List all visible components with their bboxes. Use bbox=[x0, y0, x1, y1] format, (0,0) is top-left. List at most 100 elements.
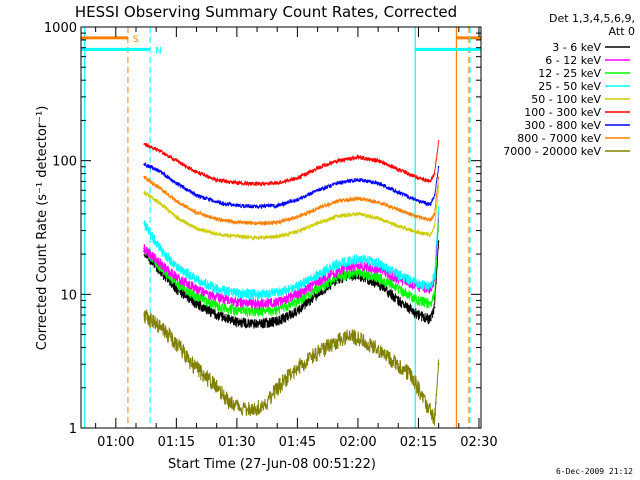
point-6-6 bbox=[256, 205, 258, 208]
point-7-5 bbox=[236, 221, 238, 224]
point-5-3 bbox=[195, 171, 198, 173]
point-3-2 bbox=[175, 266, 178, 268]
series-line-0 bbox=[143, 240, 440, 329]
point-8-23 bbox=[417, 387, 420, 389]
point-6-4 bbox=[215, 201, 218, 203]
point-6-2 bbox=[175, 182, 178, 184]
point-8-20 bbox=[385, 354, 388, 357]
point-1-4 bbox=[215, 296, 218, 299]
point-1-9 bbox=[316, 280, 319, 283]
point-1-3 bbox=[195, 288, 198, 290]
point-0-2 bbox=[175, 288, 178, 290]
point-5-12 bbox=[377, 159, 379, 162]
point-0-14 bbox=[417, 314, 420, 316]
point-1-2 bbox=[175, 276, 178, 278]
x-tick-label-5: 02:15 bbox=[400, 435, 437, 450]
x-tick-label-2: 01:30 bbox=[218, 435, 255, 450]
point-8-12 bbox=[288, 374, 291, 376]
point-3-7 bbox=[276, 291, 279, 294]
point-1-11 bbox=[357, 264, 359, 267]
point-8-25 bbox=[433, 416, 436, 419]
point-3-0 bbox=[143, 222, 145, 225]
point-8-19 bbox=[373, 346, 375, 349]
point-3-17 bbox=[437, 206, 440, 208]
point-5-13 bbox=[397, 168, 400, 171]
point-7-1 bbox=[159, 187, 161, 190]
footer-timestamp: 6-Dec-2009 21:12 bbox=[556, 467, 633, 476]
point-5-4 bbox=[215, 178, 218, 181]
series-line-6 bbox=[143, 162, 440, 210]
point-4-1 bbox=[159, 202, 161, 205]
x-tick-label-3: 01:45 bbox=[279, 435, 316, 450]
point-6-15 bbox=[429, 203, 432, 206]
point-2-12 bbox=[377, 276, 379, 278]
point-4-0 bbox=[143, 191, 145, 194]
x-axis-label: Start Time (27-Jun-08 00:51:22) bbox=[168, 457, 376, 472]
point-5-11 bbox=[357, 156, 359, 159]
point-4-15 bbox=[429, 233, 432, 236]
chart-title: HESSI Observing Summary Count Rates, Cor… bbox=[75, 3, 457, 21]
point-2-15 bbox=[429, 303, 432, 305]
point-4-9 bbox=[316, 222, 319, 225]
point-8-26 bbox=[437, 363, 440, 366]
point-4-7 bbox=[276, 235, 279, 238]
y-axis-label: Corrected Count Rate (s⁻¹ detector⁻¹) bbox=[35, 106, 50, 351]
legend-label-6: 300 - 800 keV bbox=[524, 119, 601, 132]
flag-label-1: N bbox=[155, 46, 162, 56]
point-0-5 bbox=[236, 321, 238, 323]
x-tick-label-4: 02:00 bbox=[339, 435, 376, 450]
point-2-16 bbox=[433, 293, 436, 296]
point-7-16 bbox=[433, 213, 436, 215]
point-8-17 bbox=[349, 333, 351, 336]
point-2-7 bbox=[276, 309, 279, 312]
point-7-17 bbox=[437, 176, 440, 179]
point-0-13 bbox=[397, 299, 400, 302]
x-tick-label-1: 01:15 bbox=[158, 435, 195, 450]
point-8-24 bbox=[425, 403, 428, 406]
point-7-0 bbox=[143, 175, 145, 178]
point-0-8 bbox=[296, 310, 299, 312]
point-1-12 bbox=[377, 268, 379, 270]
point-1-10 bbox=[337, 270, 339, 272]
point-8-10 bbox=[264, 403, 266, 406]
point-2-4 bbox=[215, 305, 218, 307]
point-2-9 bbox=[316, 288, 319, 290]
y-tick-label-1: 10 bbox=[60, 288, 77, 303]
point-7-13 bbox=[397, 208, 400, 211]
point-2-10 bbox=[337, 276, 339, 278]
point-6-14 bbox=[417, 200, 420, 202]
point-4-3 bbox=[195, 227, 198, 230]
point-1-15 bbox=[429, 288, 432, 290]
point-0-16 bbox=[433, 306, 436, 309]
series-line-7 bbox=[143, 176, 440, 227]
point-6-3 bbox=[195, 194, 198, 197]
point-6-8 bbox=[296, 199, 299, 201]
point-8-0 bbox=[143, 314, 145, 316]
point-7-7 bbox=[276, 221, 279, 224]
point-1-1 bbox=[159, 262, 161, 265]
point-4-2 bbox=[175, 216, 178, 218]
point-5-9 bbox=[316, 167, 319, 169]
point-1-0 bbox=[143, 247, 145, 250]
point-0-15 bbox=[429, 318, 432, 321]
y-tick-label-3: 1000 bbox=[44, 21, 77, 36]
legend-label-4: 50 - 100 keV bbox=[531, 93, 601, 106]
point-6-17 bbox=[437, 166, 440, 168]
legend-label-1: 6 - 12 keV bbox=[545, 54, 601, 67]
point-7-4 bbox=[215, 218, 218, 220]
point-0-6 bbox=[256, 323, 258, 325]
point-4-14 bbox=[417, 231, 420, 234]
point-3-14 bbox=[417, 282, 420, 285]
point-8-3 bbox=[179, 346, 182, 349]
point-3-6 bbox=[256, 293, 258, 296]
point-2-5 bbox=[236, 309, 238, 312]
point-7-11 bbox=[357, 197, 359, 200]
point-8-5 bbox=[203, 374, 206, 376]
point-8-1 bbox=[155, 323, 157, 325]
point-5-17 bbox=[437, 140, 440, 142]
point-8-6 bbox=[215, 387, 218, 389]
point-5-0 bbox=[143, 143, 145, 145]
point-8-9 bbox=[252, 407, 254, 410]
point-6-12 bbox=[377, 182, 379, 184]
point-8-21 bbox=[397, 363, 400, 366]
